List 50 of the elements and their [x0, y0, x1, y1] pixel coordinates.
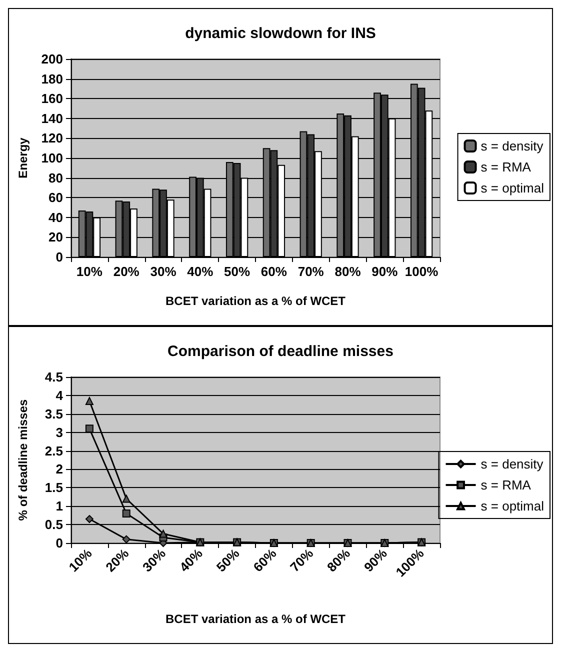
y-tick-label: 3 — [56, 424, 63, 440]
y-tick-label: 2 — [56, 462, 63, 477]
legend-label: s = optimal — [480, 498, 544, 514]
x-tick-label: 10% — [76, 264, 103, 279]
x-tick-label: 100% — [404, 264, 439, 279]
legend-label: s = RMA — [480, 478, 532, 492]
y-axis-title: Energy — [16, 137, 30, 178]
y-tick-label: 120 — [41, 130, 63, 146]
x-tick-label: 90% — [372, 264, 398, 279]
y-tick-label: 3.5 — [44, 406, 63, 422]
x-tick-label: 40% — [176, 545, 206, 575]
chart-title: dynamic slowdown for INS — [185, 25, 376, 42]
legend-label: s = density — [480, 138, 544, 154]
y-tick-label: 1.5 — [44, 480, 63, 496]
y-tick-label: 100 — [41, 150, 63, 166]
x-tick-label: 30% — [150, 264, 177, 279]
legend-label: s = optimal — [480, 180, 544, 196]
y-tick-label: 2.5 — [44, 443, 63, 458]
legend-label: s = RMA — [480, 160, 532, 174]
x-tick-label: 40% — [187, 264, 214, 279]
y-tick-label: 180 — [41, 71, 63, 86]
chart-title: Comparison of deadline misses — [168, 343, 394, 360]
x-tick-label: 50% — [224, 264, 250, 279]
y-tick-label: 1 — [56, 498, 63, 514]
y-tick-label: 4 — [56, 388, 64, 403]
x-tick-label: 80% — [324, 545, 354, 575]
x-tick-label: 30% — [140, 545, 169, 575]
x-tick-label: 80% — [334, 264, 362, 279]
x-tick-label: 70% — [287, 545, 316, 575]
y-tick-label: 60 — [48, 190, 63, 206]
x-tick-label: 60% — [250, 545, 280, 575]
x-axis-title: BCET variation as a % of WCET — [165, 612, 346, 626]
y-tick-label: 0 — [56, 250, 63, 264]
y-tick-label: 80 — [48, 170, 63, 186]
y-tick-label: 0.5 — [44, 517, 63, 532]
y-tick-label: 160 — [41, 91, 63, 106]
y-tick-label: 20 — [48, 230, 63, 245]
x-tick-label: 90% — [360, 545, 390, 575]
y-tick-label: 200 — [41, 52, 63, 66]
x-tick-label: 20% — [113, 264, 140, 279]
y-axis-title: % of deadline misses — [16, 398, 30, 521]
x-axis-title: BCET variation as a % of WCET — [165, 294, 346, 308]
x-tick-label: 70% — [298, 264, 324, 279]
y-tick-label: 40 — [48, 210, 63, 225]
x-tick-label: 60% — [260, 264, 288, 279]
legend-label: s = density — [480, 456, 544, 472]
y-tick-label: 4.5 — [44, 370, 63, 384]
y-tick-label: 140 — [41, 110, 63, 126]
x-tick-label: 50% — [213, 545, 243, 575]
y-tick-label: 0 — [56, 536, 63, 550]
